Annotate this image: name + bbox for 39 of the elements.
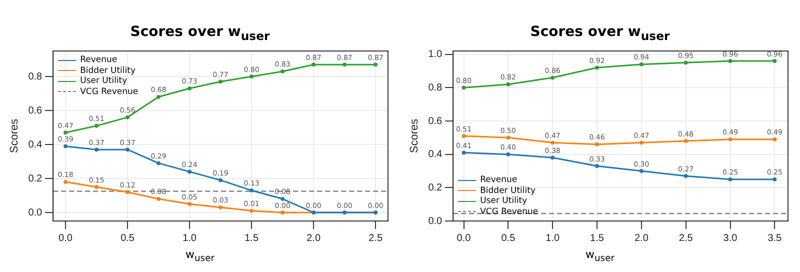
y-tick-label: 1.0 xyxy=(428,49,443,60)
y-tick-label: 0.6 xyxy=(28,105,43,116)
ref-line-label: VCG Revenue xyxy=(480,206,538,217)
y-tick-label: 0.4 xyxy=(428,149,443,160)
x-tick-label: 1.5 xyxy=(590,232,604,244)
x-tick-label: 0.0 xyxy=(456,232,472,244)
x-tick-label: 1.0 xyxy=(182,232,197,244)
legend-label: User Utility xyxy=(480,196,528,206)
chart-title: Scores over w$_{user}$ xyxy=(529,24,671,43)
x-tick-label: 0.5 xyxy=(120,232,135,244)
legend-label: VCG Revenue xyxy=(80,86,138,97)
y-tick-label: 0.8 xyxy=(428,82,443,94)
legend-label: Bidder Utility xyxy=(80,66,136,76)
legend-label: Bidder Utility xyxy=(480,186,536,196)
legend-label: Revenue xyxy=(480,175,518,186)
y-axis-title: Scores xyxy=(8,118,21,154)
y-tick-label: 0.4 xyxy=(28,139,43,150)
x-tick-label: 3.5 xyxy=(768,232,782,244)
y-tick-label: 0.8 xyxy=(28,71,43,82)
y-tick-label: 0.2 xyxy=(28,173,43,184)
y-tick-label: 0.0 xyxy=(28,207,43,218)
legend-label: User Utility xyxy=(80,76,128,86)
x-tick-label: 0.5 xyxy=(501,232,516,244)
x-tick-label: 2.0 xyxy=(634,232,649,244)
x-tick-label: 2.0 xyxy=(306,232,321,244)
legend-label: Revenue xyxy=(80,55,118,66)
x-tick-label: 1.0 xyxy=(546,232,560,244)
x-tick-label: 2.5 xyxy=(678,232,694,244)
y-tick-label: 0.0 xyxy=(428,216,443,227)
x-tick-label: 0.0 xyxy=(58,232,73,244)
y-axis-title: Scores xyxy=(408,118,421,154)
x-tick-label: 2.5 xyxy=(368,232,383,244)
x-axis-title: w$_{user}$ xyxy=(584,248,616,264)
x-axis-title: w$_{user}$ xyxy=(184,248,216,264)
y-tick-label: 0.6 xyxy=(428,116,443,127)
chart-title: Scores over w$_{user}$ xyxy=(129,24,271,43)
x-tick-label: 1.5 xyxy=(244,232,259,244)
y-tick-label: 0.2 xyxy=(428,182,443,194)
x-tick-label: 3.0 xyxy=(723,232,738,244)
